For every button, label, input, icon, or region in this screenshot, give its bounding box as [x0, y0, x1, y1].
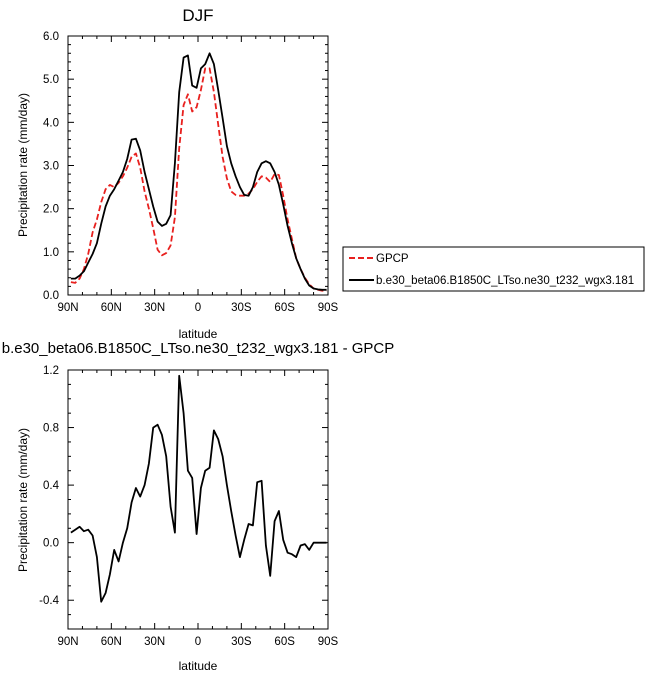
y-tick-label: 5.0 — [43, 74, 59, 86]
y-tick-label: 0.4 — [43, 480, 60, 492]
y-axis-title: Precipitation rate (mm/day) — [16, 428, 30, 572]
x-axis-title: latitude — [179, 327, 218, 341]
x-tick-label: 60S — [274, 302, 295, 314]
x-tick-label: 90S — [318, 302, 339, 314]
y-tick-label: 4.0 — [43, 117, 59, 129]
x-tick-label: 60S — [274, 636, 295, 648]
plot-area: 90N 60N 30N 0 30S 60S 90S 0.0 1.0 2.0 3.0 4.0 5.0 6.0 — [43, 31, 339, 314]
legend: GPCP b.e30_beta06.B1850C_LTso.ne30_t232_… — [342, 246, 645, 292]
y-tick-label: -0.4 — [39, 595, 59, 607]
x-tick-label: 30S — [231, 636, 252, 648]
x-tick-label: 90N — [57, 302, 78, 314]
y-tick-label: 1.2 — [43, 365, 59, 377]
y-tick-label: 2.0 — [43, 204, 59, 216]
x-tick-label: 30S — [231, 302, 252, 314]
x-tick-label: 0 — [195, 636, 201, 648]
x-tick-label: 30N — [144, 636, 165, 648]
top-line-chart: DJF 90N 60N 30N 0 30S 60S 90S 0.0 1.0 2.0 3.0 4.0 5.… — [16, 6, 645, 341]
y-tick-label: 1.0 — [43, 247, 59, 259]
x-tick-label: 30N — [144, 302, 165, 314]
plot-frame — [67, 35, 329, 296]
bottom-difference-chart: b.e30_beta06.B1850C_LTso.ne30_t232_wgx3.… — [2, 340, 395, 673]
series-line-model — [70, 52, 327, 291]
y-tick-label: 3.0 — [43, 161, 59, 173]
legend-box — [342, 246, 645, 292]
x-tick-label: 90S — [318, 636, 339, 648]
x-tick-label: 90N — [57, 636, 78, 648]
x-tick-label: 60N — [101, 302, 122, 314]
x-axis-title: latitude — [179, 659, 218, 673]
y-tick-label: 0.0 — [43, 290, 59, 302]
legend-label-model: b.e30_beta06.B1850C_LTso.ne30_t232_wgx3.… — [376, 275, 634, 287]
y-tick-label: 0.8 — [43, 423, 59, 435]
chart-title: b.e30_beta06.B1850C_LTso.ne30_t232_wgx3.… — [2, 340, 395, 357]
x-tick-label: 0 — [195, 302, 201, 314]
series-line-difference — [70, 374, 327, 603]
series-line-gpcp — [70, 67, 327, 292]
legend-label-gpcp: GPCP — [376, 253, 409, 265]
x-tick-label: 60N — [101, 636, 122, 648]
y-axis-title: Precipitation rate (mm/day) — [16, 93, 30, 237]
plot-area: 90N 60N 30N 0 30S 60S 90S -0.4 0.0 0.4 0.8 1.2 — [39, 365, 338, 648]
y-tick-label: 6.0 — [43, 31, 59, 43]
chart-title: DJF — [182, 6, 213, 25]
y-tick-label: 0.0 — [43, 538, 59, 550]
